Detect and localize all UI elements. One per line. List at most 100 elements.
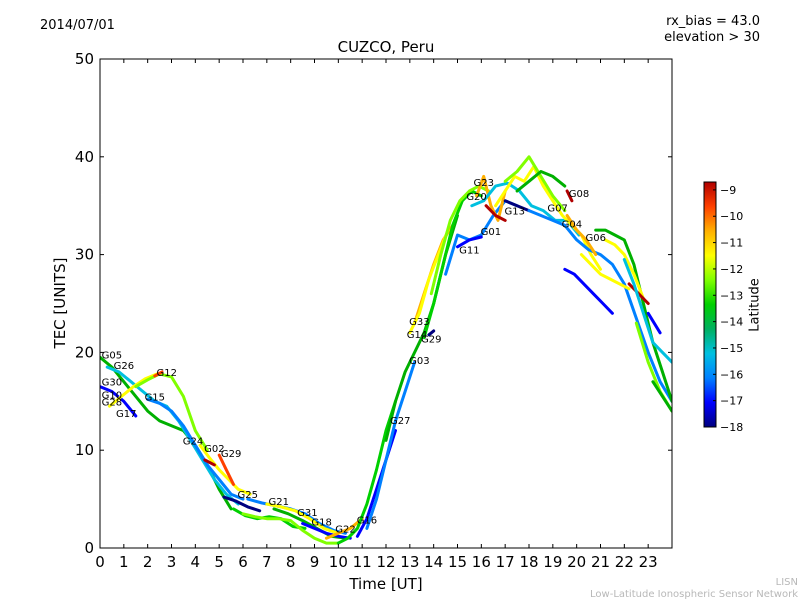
x-tick-label-23: 23 <box>639 553 658 571</box>
colorbar-tick-label--13: −13 <box>720 289 743 302</box>
series-line-28 <box>456 235 483 249</box>
satellite-label-g12-6: G12 <box>156 368 176 379</box>
satellite-label-g14-20: G14 <box>407 330 427 341</box>
series-line-16 <box>301 522 352 540</box>
x-tick-label-16: 16 <box>472 553 491 571</box>
y-tick-label-20: 20 <box>75 343 94 361</box>
x-tick-label-13: 13 <box>400 553 419 571</box>
series-group <box>100 155 672 545</box>
y-tick-label-40: 40 <box>75 148 94 166</box>
x-tick-label-10: 10 <box>329 553 348 571</box>
series-line-3 <box>108 372 159 408</box>
satellite-label-g11-22: G11 <box>459 246 479 257</box>
satellite-label-g25-11: G25 <box>238 490 258 501</box>
plot-frame <box>99 58 673 549</box>
colorbar-label: Latitude <box>747 278 763 332</box>
x-tick-label-22: 22 <box>615 553 634 571</box>
x-tick-label-6: 6 <box>238 553 248 571</box>
y-axis-label: TEC [UNITS] <box>51 257 69 349</box>
x-tick-label-11: 11 <box>353 553 372 571</box>
series-line-4 <box>134 372 209 452</box>
y-tick-label-10: 10 <box>75 441 94 459</box>
elevation-label: elevation > 30 <box>664 30 760 45</box>
series-line-33 <box>503 155 567 213</box>
satellite-label-g15-7: G15 <box>145 392 165 403</box>
x-tick-label-2: 2 <box>143 553 153 571</box>
series-line-6 <box>146 397 245 501</box>
series-line-17 <box>324 517 364 540</box>
satellite-label-g22-15: G22 <box>335 524 355 535</box>
series-line-42 <box>603 238 645 301</box>
footer-credit-short: LISN <box>775 577 798 588</box>
satellite-label-g29-21: G29 <box>421 335 441 346</box>
x-tick-label-7: 7 <box>262 553 272 571</box>
satellite-label-g05-0: G05 <box>102 350 122 361</box>
rx-bias-label: rx_bias = 43.0 <box>666 14 760 29</box>
satellite-label-g26-1: G26 <box>114 361 134 372</box>
series-line-24 <box>427 329 436 337</box>
satellite-label-g24-8: G24 <box>183 436 203 447</box>
footer-credit-long: Low-Latitude Ionospheric Sensor Network <box>590 589 798 600</box>
satellite-label-g30-2: G30 <box>102 378 122 389</box>
satellite-label-g01-23: G01 <box>481 227 501 238</box>
series-line-39 <box>563 267 614 315</box>
satellite-label-g13-26: G13 <box>504 207 524 218</box>
series-line-41 <box>594 228 672 403</box>
satellite-label-g08-28: G08 <box>569 189 589 200</box>
satellite-label-g06-30: G06 <box>585 233 605 244</box>
colorbar-tick-label--14: −14 <box>720 316 743 329</box>
series-line-9 <box>217 453 235 486</box>
x-tick-label-14: 14 <box>424 553 443 571</box>
colorbar-tick-label--15: −15 <box>720 342 743 355</box>
x-tick-label-3: 3 <box>167 553 177 571</box>
y-tick-label-30: 30 <box>75 246 94 264</box>
colorbar-tick-label--9: −9 <box>720 184 736 197</box>
x-tick-label-19: 19 <box>543 553 562 571</box>
colorbar <box>703 181 717 428</box>
series-line-10 <box>222 495 262 513</box>
x-tick-label-17: 17 <box>496 553 515 571</box>
satellite-label-g18-14: G18 <box>311 518 331 529</box>
x-tick-label-12: 12 <box>376 553 395 571</box>
satellite-label-g29-10: G29 <box>221 449 241 460</box>
satellite-label-g04-29: G04 <box>562 219 582 230</box>
y-tick-label-0: 0 <box>84 539 94 557</box>
series-line-40 <box>579 253 631 291</box>
x-tick-label-8: 8 <box>286 553 296 571</box>
colorbar-tick-label--11: −11 <box>720 237 743 250</box>
satellite-label-g28-4: G28 <box>102 397 122 408</box>
y-tick-label-50: 50 <box>75 50 94 68</box>
x-tick-label-20: 20 <box>567 553 586 571</box>
satellite-label-g23-24: G23 <box>473 178 493 189</box>
series-line-47 <box>651 380 672 413</box>
series-line-31 <box>470 181 581 237</box>
series-line-35 <box>503 199 531 213</box>
series-line-8 <box>203 458 216 467</box>
series-line-37 <box>565 189 574 203</box>
colorbar-tick-label--18: −18 <box>720 421 743 434</box>
series-line-29 <box>475 174 507 222</box>
satellite-label-g17-5: G17 <box>116 409 136 420</box>
satellite-label-g21-12: G21 <box>269 497 289 508</box>
satellite-label-g27-17: G27 <box>390 416 410 427</box>
satellite-label-g10-3: G10 <box>102 390 122 401</box>
series-line-20 <box>365 360 417 530</box>
chart-title: CUZCO, Peru <box>337 38 435 56</box>
colorbar-tick-label--17: −17 <box>720 395 743 408</box>
colorbar-tick-label--12: −12 <box>720 263 743 276</box>
date-label: 2014/07/01 <box>40 18 115 33</box>
satellite-label-g20-25: G20 <box>466 192 486 203</box>
x-tick-label-1: 1 <box>119 553 129 571</box>
series-line-36 <box>527 209 672 403</box>
satellite-label-g33-19: G33 <box>409 317 429 328</box>
series-line-7 <box>198 443 252 496</box>
satellite-label-g02-9: G02 <box>204 444 224 455</box>
x-tick-label-5: 5 <box>214 553 224 571</box>
satellite-label-g07-27: G07 <box>547 204 567 215</box>
series-line-14 <box>265 502 340 535</box>
satellite-label-g16-16: G16 <box>357 516 377 527</box>
series-line-34 <box>515 170 567 193</box>
series-line-30 <box>484 204 507 222</box>
x-tick-label-21: 21 <box>591 553 610 571</box>
